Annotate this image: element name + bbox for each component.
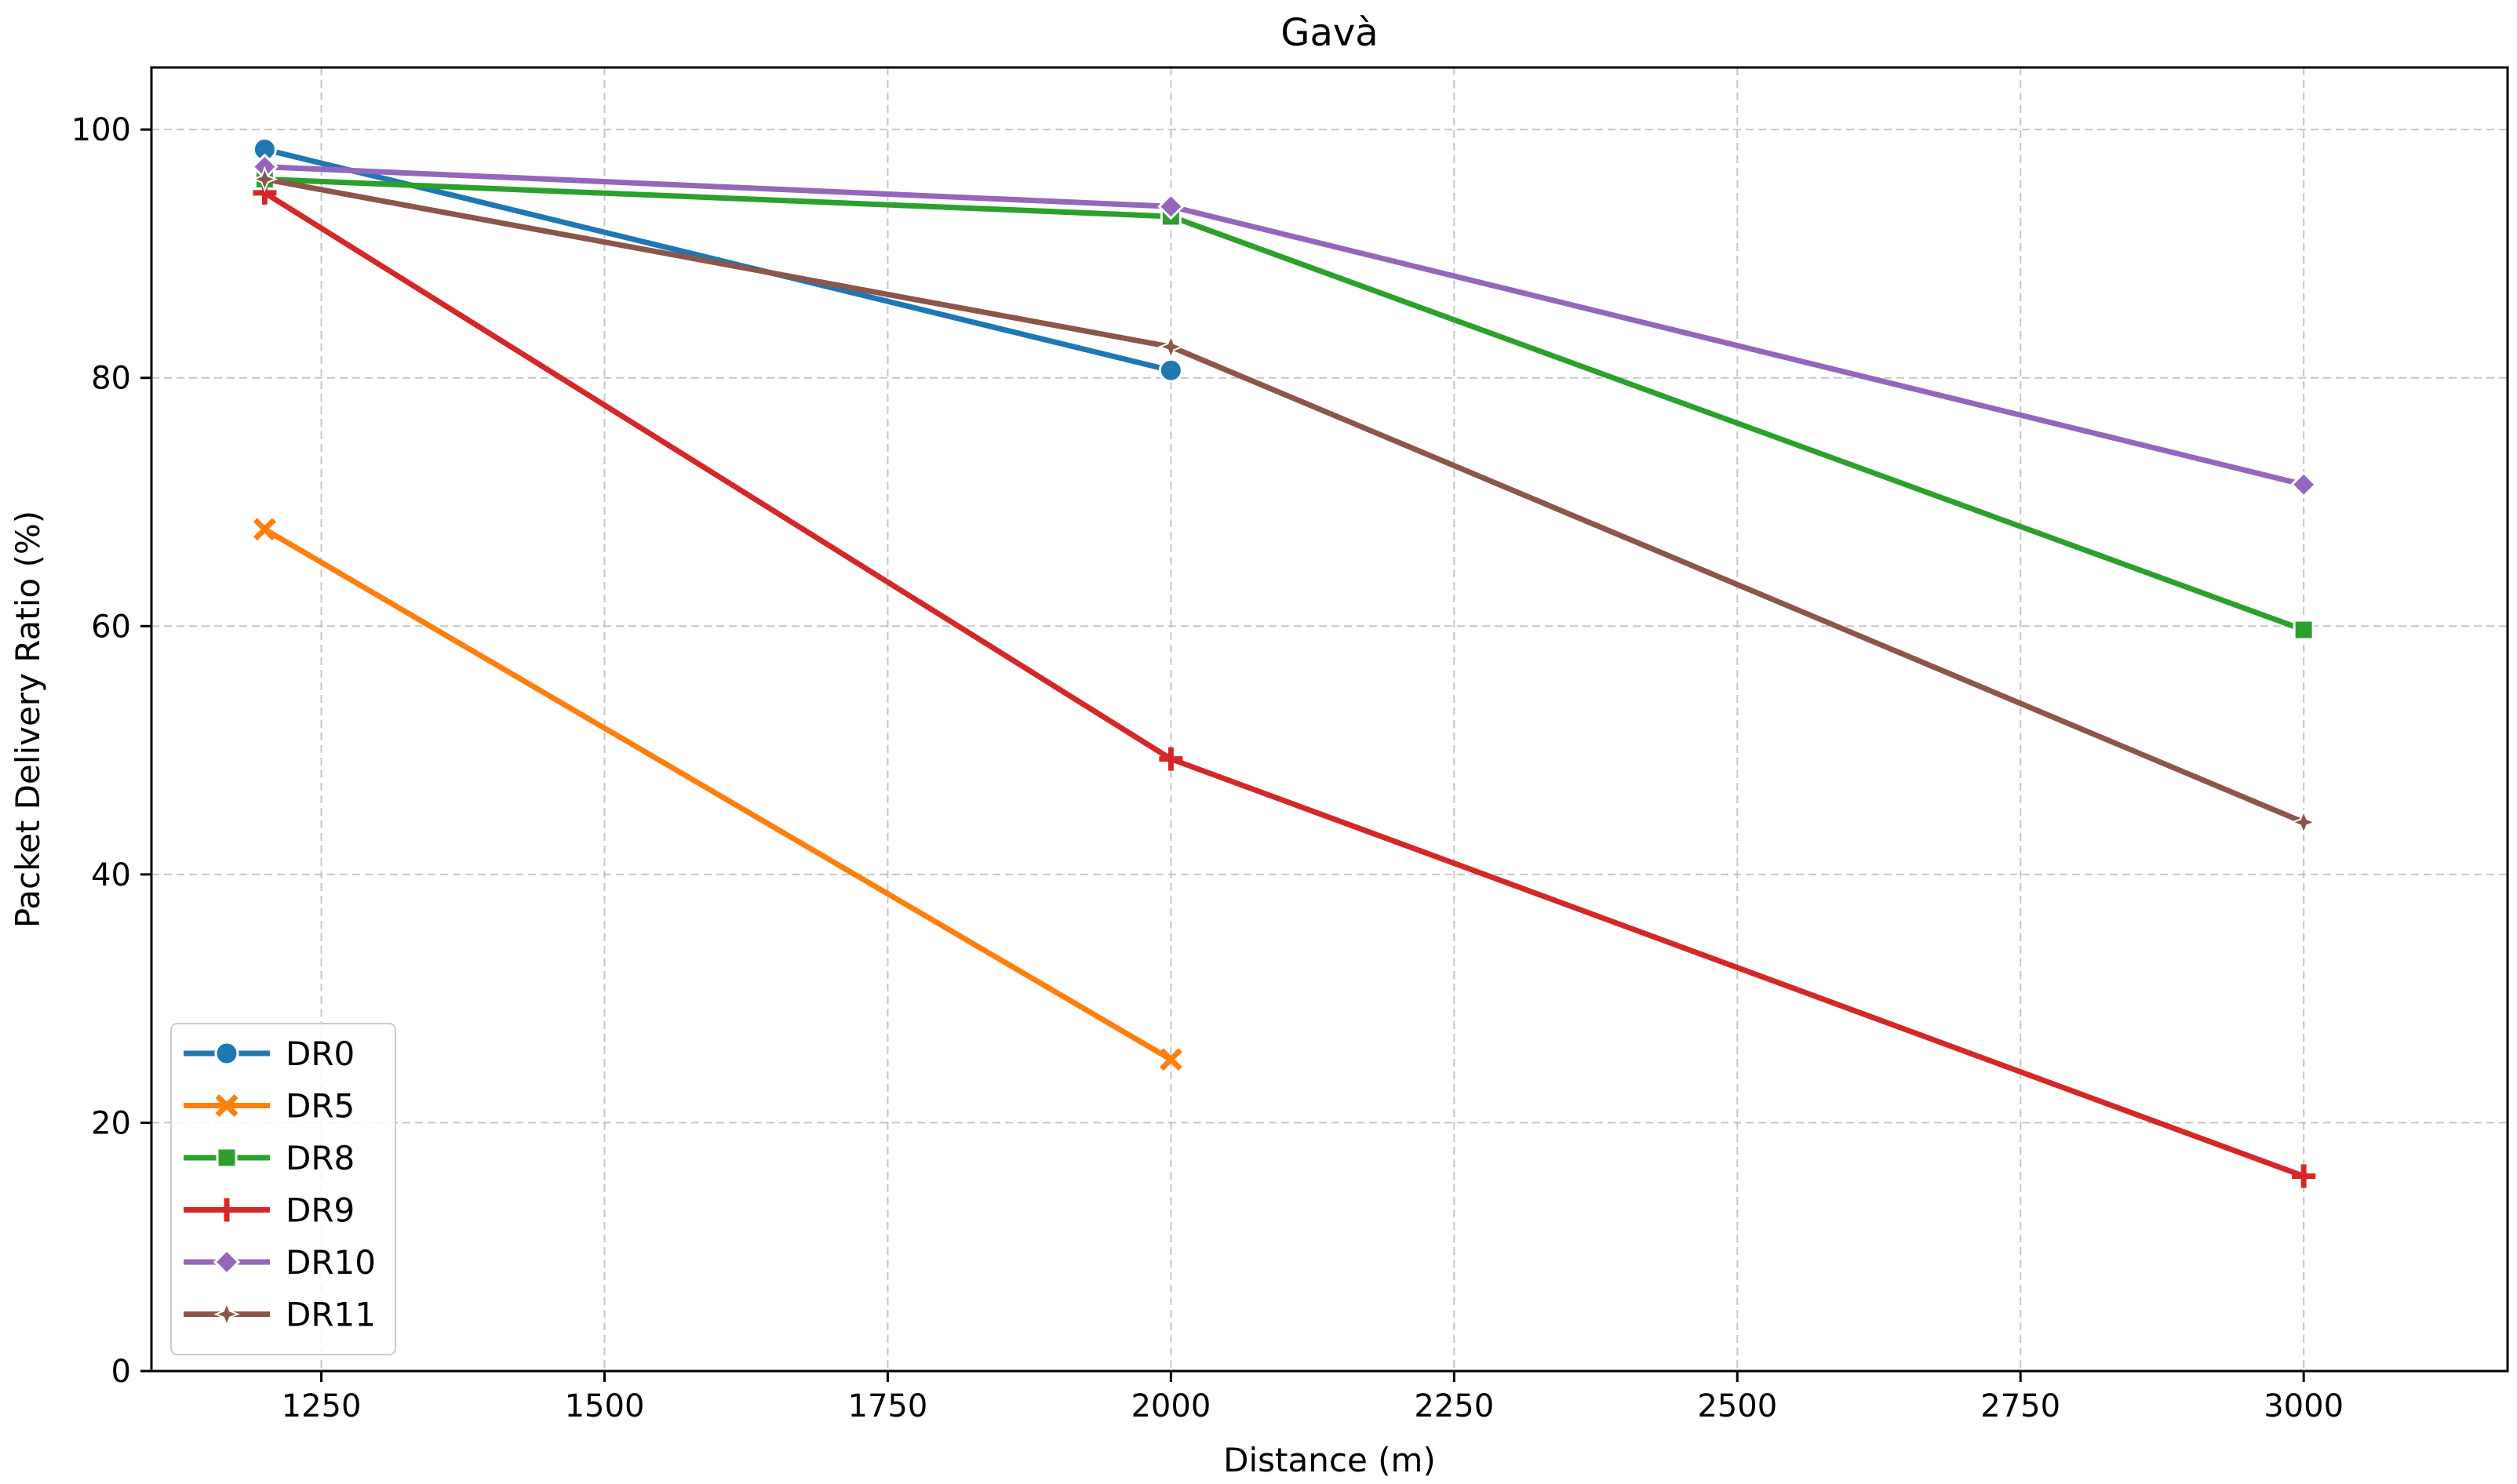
x-tick-label-2000: 2000 [1131,1388,1211,1424]
y-axis-label: Packet Delivery Ratio (%) [9,511,47,928]
legend-marker-dr0 [214,1041,239,1066]
legend-item-dr11: DR11 [184,1296,376,1334]
x-tick-label-3000: 3000 [2264,1388,2344,1424]
data-point-dr5-1200 [253,518,276,541]
plot-frame [150,66,2509,1373]
legend-label-dr9: DR9 [286,1191,355,1230]
data-point-dr11-3000 [2290,809,2317,836]
y-tick-label-20: 20 [91,1105,131,1141]
series-line-dr5 [261,526,1174,1063]
data-point-dr5-2000 [1159,1048,1182,1071]
data-point-dr8-3000 [2293,619,2315,641]
series-dr9 [253,180,2316,1188]
x-tick-label-1250: 1250 [282,1388,362,1424]
legend-item-dr5: DR5 [184,1087,355,1126]
y-tick-label-40: 40 [91,857,131,893]
legend-label-dr11: DR11 [286,1296,376,1334]
x-axis-label: Distance (m) [1223,1441,1436,1479]
x-tick-label-2750: 2750 [1980,1388,2060,1424]
series-dr5 [253,518,1182,1071]
legend-marker-dr11 [213,1300,240,1328]
legend-label-dr0: DR0 [286,1035,355,1073]
legend-marker-dr5 [215,1094,239,1117]
legend: DR0 DR5 DR8 DR9 DR10 DR11 [170,1023,396,1355]
x-tick-label-1500: 1500 [565,1388,645,1424]
data-point-dr10-3000 [2290,471,2318,498]
legend-marker-dr8 [216,1147,238,1169]
chart-title: Gavà [1280,11,1378,55]
x-tick-label-1750: 1750 [848,1388,928,1424]
y-tick-label-60: 60 [91,609,131,645]
y-tick-label-100: 100 [71,112,131,148]
legend-item-dr0: DR0 [184,1035,355,1073]
y-tick-label-80: 80 [91,361,131,397]
legend-marker-dr9 [215,1198,239,1222]
legend-label-dr10: DR10 [286,1243,376,1282]
legend-item-dr10: DR10 [184,1243,376,1282]
series-layer [251,136,2318,1188]
data-point-dr9-2000 [1159,747,1183,771]
y-tick-label-0: 0 [111,1354,131,1390]
series-dr11 [251,165,2317,836]
data-point-dr11-1200 [251,165,279,193]
data-point-dr0-2000 [1158,358,1183,383]
x-tick-label-2250: 2250 [1414,1388,1494,1424]
data-point-dr9-3000 [2292,1164,2316,1188]
axis-ticks: 1250 1500 1750 2000 2250 2500 2750 3000 0 20 40 60 8… [71,112,2344,1424]
legend-label-dr5: DR5 [286,1087,355,1126]
legend-item-dr8: DR8 [184,1139,355,1177]
legend-marker-dr10 [213,1248,241,1276]
legend-item-dr9: DR9 [184,1191,355,1230]
data-point-dr11-2000 [1157,333,1185,360]
x-tick-label-2500: 2500 [1697,1388,1777,1424]
data-point-dr10-2000 [1157,193,1185,220]
legend-label-dr8: DR8 [286,1139,355,1177]
